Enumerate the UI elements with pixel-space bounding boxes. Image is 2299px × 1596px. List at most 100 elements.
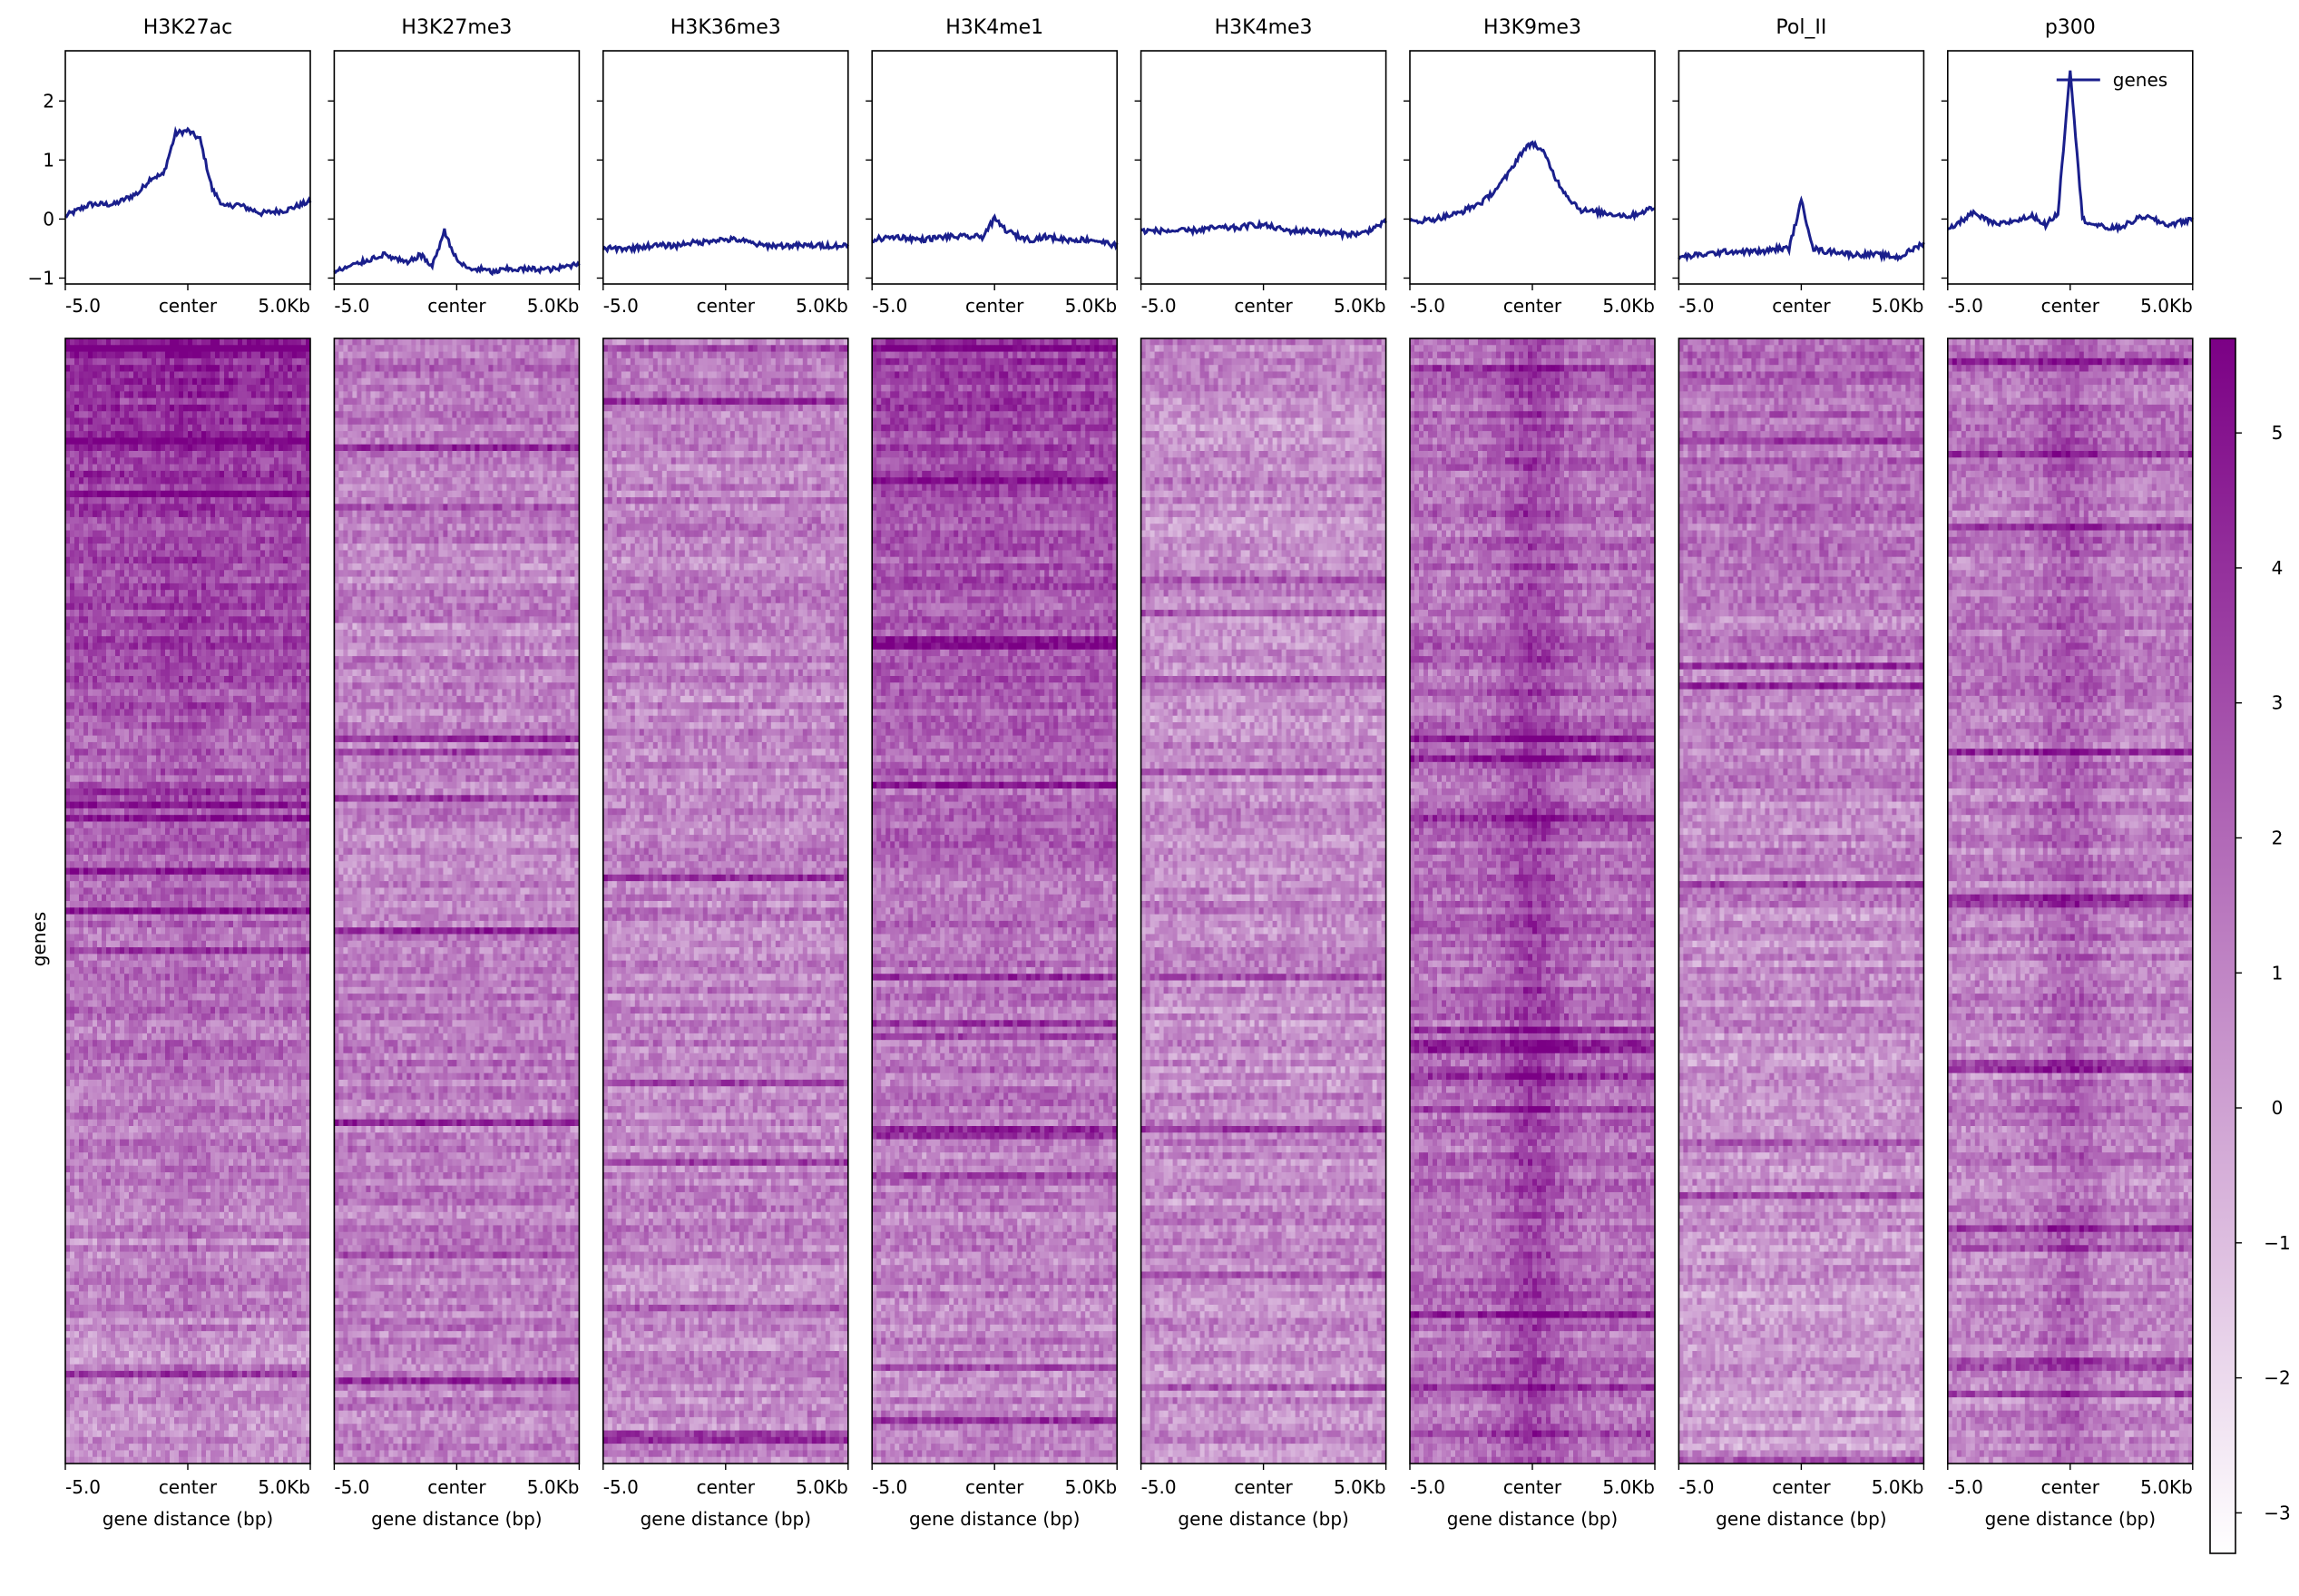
heatmap-cell [206,338,210,346]
heatmap-cell [120,477,124,485]
heatmap-cell [133,471,138,478]
heatmap-cell [260,431,265,438]
heatmap-cell [260,451,265,458]
heatmap-cell [192,405,197,412]
heatmap-cell [233,418,238,426]
heatmap-cell [83,465,88,472]
heatmap-cell [269,365,274,372]
heatmap-cell [215,445,220,452]
heatmap-cell [70,437,74,445]
heatmap-cell [188,345,192,352]
heatmap-cell [147,457,152,465]
heatmap-cell [174,371,179,378]
heatmap-cell [233,471,238,478]
heatmap-cell [142,352,147,359]
heatmap-cell [297,484,301,491]
heatmap-cell [188,457,192,465]
heatmap-cell [301,398,306,406]
heatmap-cell [274,345,279,352]
heatmap-cell [179,398,183,406]
heatmap-cell [70,338,74,346]
heatmap-cell [197,371,201,378]
heatmap-cell [83,338,88,346]
heatmap-cell [224,465,229,472]
heatmap-cell [265,411,269,418]
heatmap-cell [170,378,174,386]
heatmap-cell [192,385,197,392]
heatmap-cell [210,418,215,426]
heatmap-cell [161,418,165,426]
heatmap-cell [210,405,215,412]
heatmap-cell [192,398,197,406]
heatmap-cell [124,418,129,426]
heatmap-cell [165,425,170,432]
heatmap-cell [188,365,192,372]
heatmap-cell [215,385,220,392]
heatmap-cell [179,457,183,465]
heatmap-cell [106,371,111,378]
heatmap-cell [120,411,124,418]
heatmap-cell [265,457,269,465]
heatmap-cell [229,352,233,359]
heatmap-cell [124,497,129,504]
heatmap-cell [120,451,124,458]
heatmap-cell [238,371,242,378]
heatmap-cell [292,491,297,498]
heatmap-cell [292,405,297,412]
heatmap-cell [201,378,206,386]
heatmap-cell [74,465,79,472]
heatmap-cell [174,345,179,352]
heatmap-cell [265,465,269,472]
heatmap-cell [147,365,152,372]
heatmap-cell [165,405,170,412]
heatmap-cell [197,437,201,445]
heatmap-cell [179,411,183,418]
heatmap-cell [183,445,188,452]
heatmap-cell [283,465,288,472]
heatmap-cell [161,352,165,359]
heatmap-cell [201,391,206,398]
heatmap-cell [79,398,83,406]
heatmap-cell [192,497,197,504]
heatmap-cell [174,405,179,412]
heatmap-cell [74,405,79,412]
heatmap-cell [260,391,265,398]
heatmap-cell [93,371,97,378]
heatmap-cell [65,385,70,392]
heatmap-cell [233,365,238,372]
heatmap-cell [220,358,224,366]
heatmap-cell [65,484,70,491]
heatmap-cell [256,391,260,398]
heatmap-cell [274,425,279,432]
heatmap-cell [197,378,201,386]
heatmap-cell [269,358,274,366]
heatmap-cell [83,391,88,398]
heatmap-cell [79,477,83,485]
heatmap-cell [147,378,152,386]
heatmap-cell [111,477,115,485]
heatmap-cell [124,352,129,359]
heatmap-cell [79,437,83,445]
heatmap-cell [138,365,142,372]
heatmap-cell [152,445,156,452]
heatmap-cell [283,398,288,406]
heatmap-cell [93,378,97,386]
heatmap-cell [179,445,183,452]
heatmap-cell [88,418,93,426]
heatmap-cell [147,405,152,412]
heatmap-cell [111,437,115,445]
heatmap-cell [210,385,215,392]
heatmap-cell [156,471,161,478]
heatmap-cell [274,405,279,412]
heatmap-cell [152,497,156,504]
heatmap-cell [161,398,165,406]
heatmap-cell [292,352,297,359]
heatmap-cell [97,477,102,485]
heatmap-cell [283,445,288,452]
heatmap-cell [256,437,260,445]
heatmap-cell [220,345,224,352]
heatmap-cell [70,491,74,498]
heatmap-cell [183,365,188,372]
heatmap-cell [93,471,97,478]
heatmap-cell [229,358,233,366]
